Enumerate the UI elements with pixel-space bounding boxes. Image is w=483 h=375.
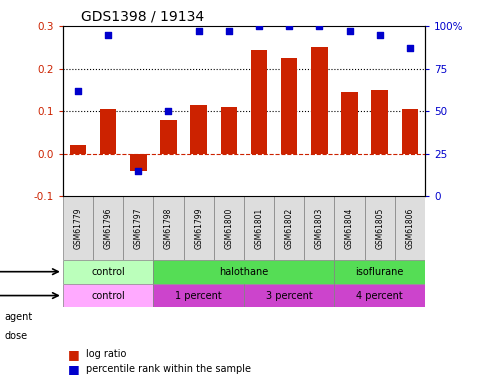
Bar: [281, 58, 298, 154]
Point: [255, 23, 263, 29]
FancyBboxPatch shape: [184, 196, 213, 260]
Bar: [402, 109, 418, 154]
Text: GSM61800: GSM61800: [224, 207, 233, 249]
Text: GSM61805: GSM61805: [375, 207, 384, 249]
FancyBboxPatch shape: [244, 196, 274, 260]
FancyBboxPatch shape: [93, 196, 123, 260]
FancyBboxPatch shape: [154, 196, 184, 260]
Text: 3 percent: 3 percent: [266, 291, 313, 300]
Text: GDS1398 / 19134: GDS1398 / 19134: [81, 10, 204, 24]
Bar: [371, 90, 388, 154]
Text: GSM61801: GSM61801: [255, 207, 264, 249]
Point: [134, 168, 142, 174]
Text: ■: ■: [68, 363, 79, 375]
Text: GSM61797: GSM61797: [134, 207, 143, 249]
FancyBboxPatch shape: [63, 260, 154, 284]
FancyBboxPatch shape: [334, 260, 425, 284]
FancyBboxPatch shape: [123, 196, 154, 260]
FancyBboxPatch shape: [274, 196, 304, 260]
Bar: [311, 48, 327, 154]
Text: GSM61804: GSM61804: [345, 207, 354, 249]
Bar: [341, 92, 358, 154]
FancyBboxPatch shape: [334, 196, 365, 260]
Bar: [160, 120, 177, 154]
Text: 1 percent: 1 percent: [175, 291, 222, 300]
FancyBboxPatch shape: [395, 196, 425, 260]
Text: log ratio: log ratio: [86, 350, 127, 359]
Text: GSM61803: GSM61803: [315, 207, 324, 249]
FancyBboxPatch shape: [304, 196, 334, 260]
Bar: [221, 107, 237, 154]
Text: GSM61796: GSM61796: [103, 207, 113, 249]
Text: GSM61798: GSM61798: [164, 207, 173, 249]
FancyBboxPatch shape: [244, 284, 334, 308]
Text: control: control: [91, 291, 125, 300]
Text: ■: ■: [68, 348, 79, 361]
FancyBboxPatch shape: [154, 260, 334, 284]
Text: isoflurane: isoflurane: [355, 267, 404, 277]
Text: GSM61806: GSM61806: [405, 207, 414, 249]
Text: dose: dose: [5, 331, 28, 340]
Text: GSM61799: GSM61799: [194, 207, 203, 249]
Point: [315, 23, 323, 29]
Text: GSM61779: GSM61779: [73, 207, 83, 249]
Point: [406, 45, 414, 51]
FancyBboxPatch shape: [63, 196, 93, 260]
Point: [195, 28, 202, 34]
Point: [104, 32, 112, 38]
FancyBboxPatch shape: [213, 196, 244, 260]
FancyBboxPatch shape: [365, 196, 395, 260]
Point: [165, 108, 172, 114]
Point: [285, 23, 293, 29]
Text: percentile rank within the sample: percentile rank within the sample: [86, 364, 251, 374]
Point: [74, 88, 82, 94]
Text: 4 percent: 4 percent: [356, 291, 403, 300]
Bar: [190, 105, 207, 154]
FancyBboxPatch shape: [334, 284, 425, 308]
Point: [346, 28, 354, 34]
FancyBboxPatch shape: [63, 284, 154, 308]
Text: halothane: halothane: [219, 267, 269, 277]
Bar: [100, 109, 116, 154]
Bar: [70, 145, 86, 154]
Text: GSM61802: GSM61802: [284, 207, 294, 249]
Bar: [251, 50, 267, 154]
FancyBboxPatch shape: [154, 284, 244, 308]
Text: agent: agent: [5, 312, 33, 322]
Text: control: control: [91, 267, 125, 277]
Point: [376, 32, 384, 38]
Point: [225, 28, 233, 34]
Bar: [130, 154, 146, 171]
